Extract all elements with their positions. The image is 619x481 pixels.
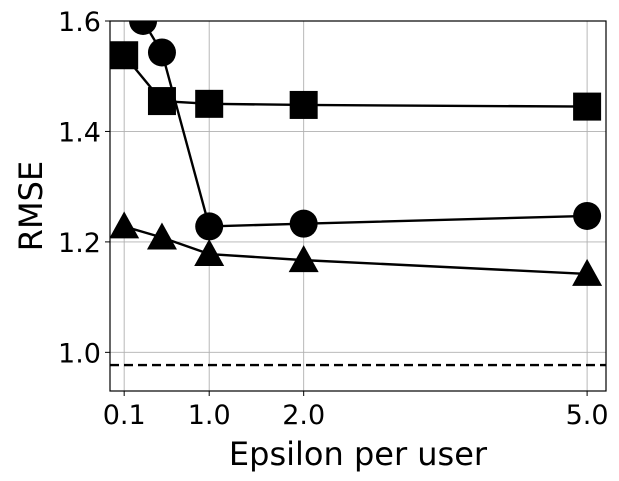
y-ticks: 1.0 1.2 1.4 1.6	[58, 7, 110, 369]
x-axis-label: Epsilon per user	[229, 435, 488, 473]
y-axis-label: RMSE	[12, 161, 50, 251]
series-group	[110, 21, 603, 286]
triangle-marker	[110, 211, 140, 239]
circle-marker	[147, 38, 176, 67]
circle-marker	[573, 201, 602, 230]
square-marker	[195, 89, 224, 118]
series-line-circle	[142, 21, 588, 228]
x-tick-label: 1.0	[188, 400, 231, 431]
plot-frame	[109, 20, 607, 392]
triangle-marker	[194, 239, 225, 267]
x-tick-label: 5.0	[566, 400, 609, 431]
square-marker	[289, 90, 318, 119]
circle-marker	[129, 21, 158, 35]
square-marker	[573, 92, 602, 121]
triangle-marker	[572, 258, 603, 286]
circle-marker	[289, 209, 318, 238]
y-tick-label: 1.6	[58, 7, 101, 38]
circle-marker	[195, 212, 224, 241]
square-marker	[110, 41, 139, 70]
square-marker	[147, 87, 176, 116]
triangle-marker	[146, 222, 177, 250]
grid-lines	[110, 20, 606, 391]
y-tick-label: 1.4	[58, 117, 101, 148]
y-tick-label: 1.2	[58, 228, 101, 259]
x-ticks: 0.1 1.0 2.0 5.0	[103, 391, 609, 431]
x-tick-label: 0.1	[103, 400, 146, 431]
y-tick-label: 1.0	[58, 338, 101, 369]
series-line-square	[123, 54, 588, 108]
triangle-marker	[288, 245, 319, 273]
x-tick-label: 2.0	[282, 400, 325, 431]
series-line-triangle	[123, 225, 588, 276]
